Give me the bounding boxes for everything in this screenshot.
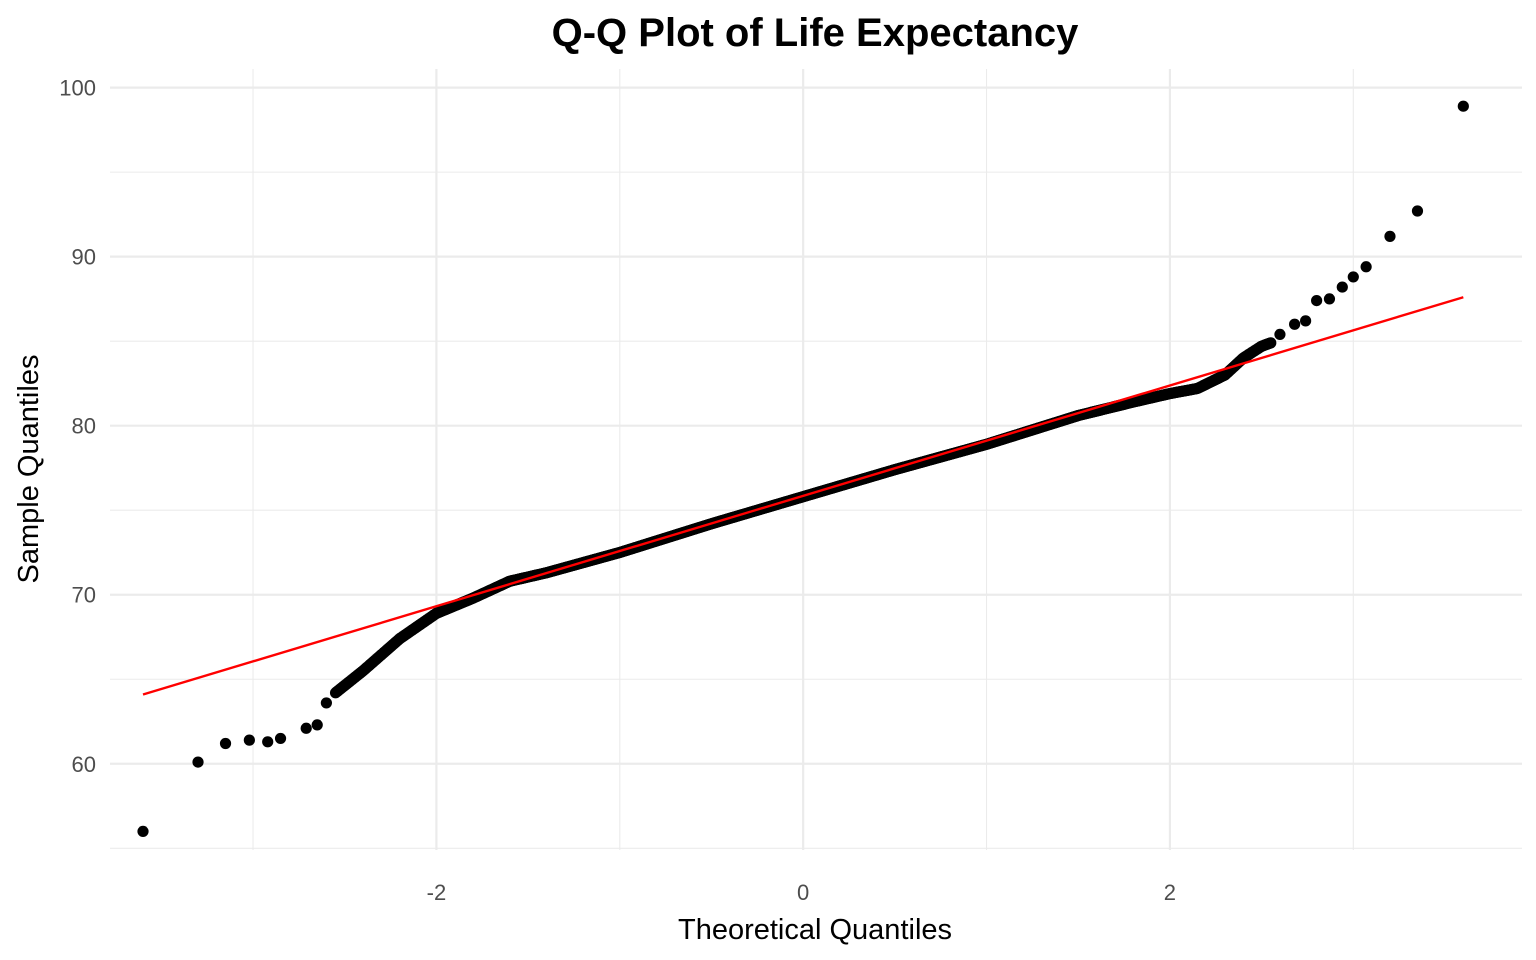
reference-line-layer [142,296,1464,696]
data-point [192,756,204,768]
data-point [1384,230,1396,242]
grid-lines [110,69,1522,850]
data-point [1347,271,1359,283]
data-point [1336,281,1348,293]
data-point [1265,337,1277,349]
data-point [137,825,149,838]
y-tick-label: 60 [72,752,96,777]
y-tick-label: 80 [72,414,96,439]
data-point [262,736,274,748]
data-point [1360,261,1372,273]
data-point [243,734,255,746]
y-axis-label: Sample Quantiles [13,355,45,584]
data-point [274,732,287,745]
data-point [219,737,232,750]
data-point [1274,328,1286,341]
x-tick-label: 0 [797,880,809,905]
data-point [1323,293,1336,305]
data-point [1311,294,1323,307]
x-tick-label: 2 [1164,880,1176,905]
y-tick-label: 90 [72,245,96,270]
data-point [320,697,332,709]
x-axis-label: Theoretical Quantiles [678,914,952,946]
reference-line [142,296,1464,696]
x-tick-label: -2 [427,880,447,905]
data-point [1300,315,1312,327]
y-tick-label: 70 [72,583,96,608]
tick-labels: -2 0 2 60 70 80 90 100 [59,76,1176,905]
data-point [1289,318,1301,330]
data-point [1411,205,1424,217]
chart-title: Q-Q Plot of Life Expectancy [552,11,1080,55]
y-tick-label: 100 [59,76,96,101]
data-point [311,719,323,731]
data-point [1457,100,1469,112]
data-point [300,722,312,734]
